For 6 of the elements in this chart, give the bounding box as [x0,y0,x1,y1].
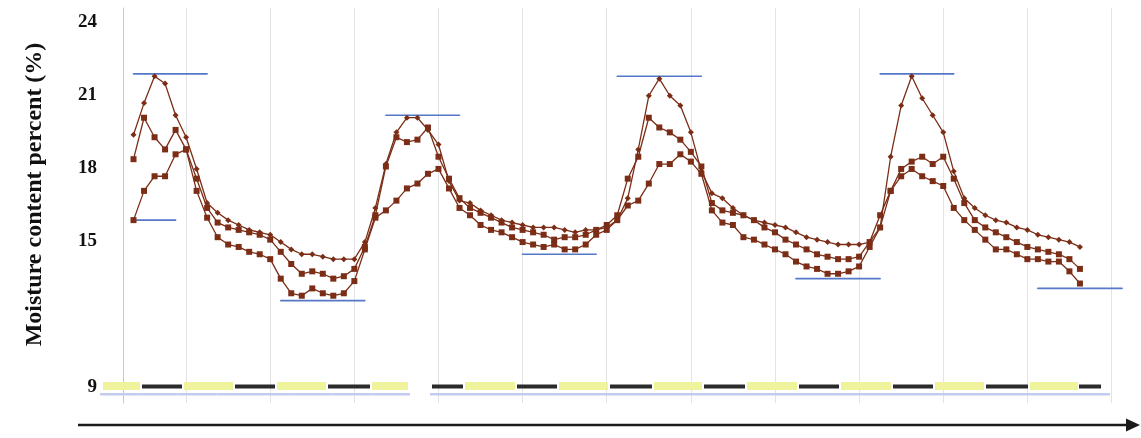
y-tick-label: 21 [78,82,97,104]
y-tick-label: 15 [78,229,97,251]
y-tick-label: 24 [78,9,98,31]
y-tick-label: 9 [87,375,97,397]
y-tick-label: 18 [78,155,97,177]
y-axis-title: Moisture content percent (%) [20,42,46,347]
